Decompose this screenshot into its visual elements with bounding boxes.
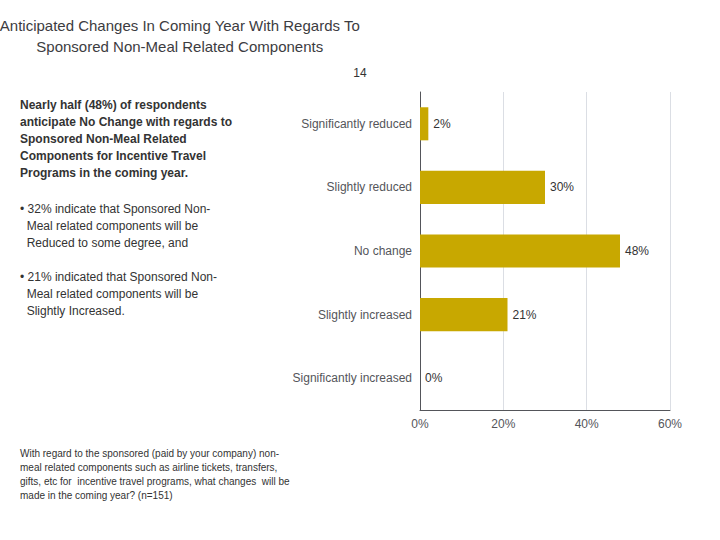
svg-text:Programs in the coming year.: Programs in the coming year. [20,166,188,180]
svg-text:Meal related components will b: Meal related components will be [20,219,198,233]
svg-text:With regard to the sponsored (: With regard to the sponsored (paid by yo… [20,448,279,459]
svg-text:• 32% indicate that Sponsored: • 32% indicate that Sponsored Non- [20,202,210,216]
svg-text:20%: 20% [491,417,515,431]
svg-text:2%: 2% [433,117,451,131]
svg-text:Sponsored Non-Meal Related: Sponsored Non-Meal Related [20,132,187,146]
svg-text:21%: 21% [513,308,537,322]
svg-text:• 21% indicated that Sponsored: • 21% indicated that Sponsored Non- [20,270,217,284]
svg-text:Slightly increased: Slightly increased [318,308,412,322]
svg-text:anticipate No Change with rega: anticipate No Change with regards to [20,115,232,129]
svg-text:Anticipated Changes In Coming: Anticipated Changes In Coming Year With … [0,17,360,34]
svg-text:meal related components such a: meal related components such as airline … [20,462,277,473]
svg-text:0%: 0% [411,417,429,431]
svg-text:14: 14 [353,66,367,80]
svg-text:made in the coming year? (n=15: made in the coming year? (n=151) [20,490,173,501]
svg-text:Components for Incentive Trave: Components for Incentive Travel [20,149,206,163]
svg-text:Significantly reduced: Significantly reduced [301,117,412,131]
svg-text:Slightly Increased.: Slightly Increased. [20,304,125,318]
svg-text:0%: 0% [425,371,443,385]
svg-text:Reduced to some degree, and: Reduced to some degree, and [20,236,188,250]
svg-text:Significantly increased: Significantly increased [293,371,412,385]
svg-text:Meal related components will b: Meal related components will be [20,287,198,301]
svg-text:30%: 30% [550,180,574,194]
svg-text:40%: 40% [575,417,599,431]
svg-text:Nearly half (48%) of responden: Nearly half (48%) of respondents [20,98,207,112]
svg-text:48%: 48% [625,244,649,258]
svg-text:Slightly reduced: Slightly reduced [327,180,412,194]
svg-text:No change: No change [354,244,412,258]
svg-text:Sponsored Non-Meal Related Com: Sponsored Non-Meal Related Components [36,38,323,55]
svg-text:60%: 60% [658,417,682,431]
svg-text:gifts, etc for incentive trav: gifts, etc for incentive travel programs… [20,476,290,487]
